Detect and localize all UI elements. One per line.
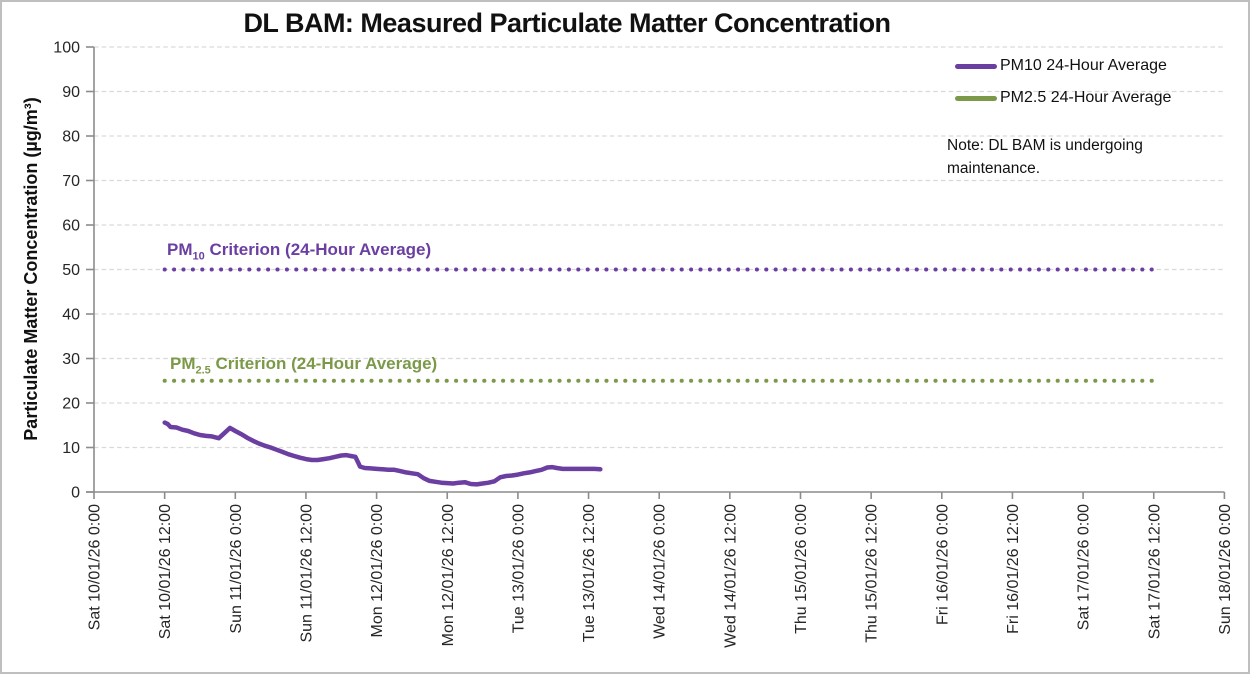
legend-label-pm10: PM10 24-Hour Average <box>1000 57 1167 74</box>
svg-text:Sat 17/01/26 0:00: Sat 17/01/26 0:00 <box>1076 504 1093 630</box>
y-tick-labels: 0 10 20 30 40 50 60 70 80 90 100 <box>53 40 80 502</box>
axes <box>86 46 1226 499</box>
svg-text:90: 90 <box>62 84 80 101</box>
legend-item-pm10: PM10 24-Hour Average <box>955 55 1171 77</box>
gridlines <box>94 46 1225 449</box>
svg-text:Mon 12/01/26 12:00: Mon 12/01/26 12:00 <box>440 504 457 646</box>
x-tick-labels: Sat 10/01/26 0:00 Sat 10/01/26 12:00 Sun 1… <box>87 504 1234 648</box>
svg-text:Fri 16/01/26 0:00: Fri 16/01/26 0:00 <box>934 504 951 625</box>
pm10-line-swatch-icon <box>955 63 997 69</box>
svg-text:Mon 12/01/26 0:00: Mon 12/01/26 0:00 <box>369 504 386 638</box>
svg-text:Tue 13/01/26 12:00: Tue 13/01/26 12:00 <box>581 504 598 642</box>
svg-text:100: 100 <box>53 40 80 57</box>
svg-text:40: 40 <box>62 307 80 324</box>
svg-text:80: 80 <box>62 129 80 146</box>
svg-text:Wed 14/01/26 0:00: Wed 14/01/26 0:00 <box>652 504 669 639</box>
maintenance-note: Note: DL BAM is undergoing maintenance. <box>947 137 1143 177</box>
svg-text:Sat 17/01/26 12:00: Sat 17/01/26 12:00 <box>1146 504 1163 639</box>
svg-text:Thu 15/01/26 0:00: Thu 15/01/26 0:00 <box>793 504 810 634</box>
svg-text:Thu 15/01/26 12:00: Thu 15/01/26 12:00 <box>864 504 881 643</box>
svg-text:50: 50 <box>62 262 80 279</box>
svg-text:Sat 10/01/26 12:00: Sat 10/01/26 12:00 <box>157 504 174 639</box>
svg-text:60: 60 <box>62 218 80 235</box>
legend-label-pm25: PM2.5 24-Hour Average <box>1000 89 1172 106</box>
svg-text:Wed 14/01/26 12:00: Wed 14/01/26 12:00 <box>722 504 739 648</box>
chart-title: DL BAM: Measured Particulate Matter Conc… <box>243 8 891 38</box>
svg-text:Fri 16/01/26 12:00: Fri 16/01/26 12:00 <box>1005 504 1022 634</box>
pm25-criterion-label: PM2.5 Criterion (24-Hour Average) <box>170 354 438 377</box>
svg-text:Sat 10/01/26 0:00: Sat 10/01/26 0:00 <box>87 504 104 630</box>
svg-text:10: 10 <box>62 440 80 457</box>
svg-text:Sun 11/01/26 0:00: Sun 11/01/26 0:00 <box>228 504 245 634</box>
pm25-line-swatch-icon <box>955 95 997 101</box>
svg-text:Tue 13/01/26 0:00: Tue 13/01/26 0:00 <box>510 504 527 633</box>
svg-text:0: 0 <box>71 485 80 502</box>
legend: PM10 24-Hour Average PM2.5 24-Hour Avera… <box>955 55 1171 119</box>
svg-text:30: 30 <box>62 351 80 368</box>
svg-text:70: 70 <box>62 173 80 190</box>
legend-item-pm25: PM2.5 24-Hour Average <box>955 87 1171 109</box>
pm10-criterion-label: PM10 Criterion (24-Hour Average) <box>167 240 432 263</box>
svg-text:20: 20 <box>62 396 80 413</box>
svg-text:Sun 18/01/26 0:00: Sun 18/01/26 0:00 <box>1217 504 1234 635</box>
svg-text:Sun 11/01/26 12:00: Sun 11/01/26 12:00 <box>298 504 315 643</box>
series-line-pm10 <box>162 420 603 487</box>
